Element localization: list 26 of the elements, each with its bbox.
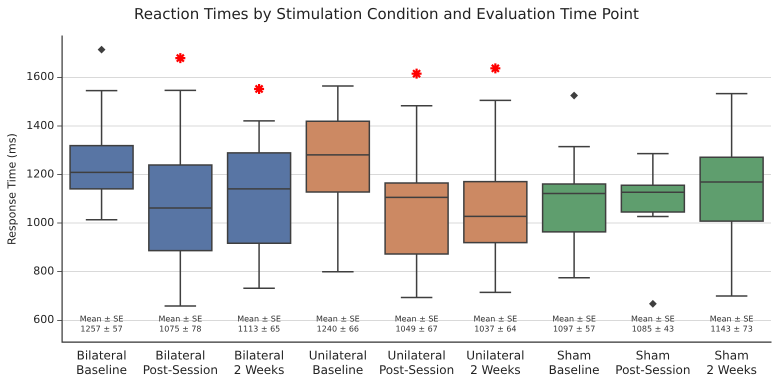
y-tick-label: 1000 <box>26 216 54 229</box>
y-tick-label: 1400 <box>26 118 54 132</box>
x-tick-label: Bilateral Baseline <box>76 348 128 377</box>
y-tick-label: 1200 <box>26 167 54 180</box>
x-tick-label: Sham 2 Weeks <box>706 348 757 377</box>
text: Mean ± SE 1113 ± 65 <box>237 314 281 334</box>
x-tick-label: Sham Post-Session <box>615 348 690 377</box>
text: Mean ± SE 1240 ± 66 <box>316 314 360 334</box>
x-tick-label: Sham Baseline <box>548 348 600 377</box>
x-tick-label: Bilateral 2 Weeks <box>234 348 284 377</box>
y-tick-label: 1600 <box>26 70 54 84</box>
x-tick-label: Bilateral Post-Session <box>142 348 218 377</box>
text: Mean ± SE 1075 ± 78 <box>158 314 202 334</box>
x-tick-label: Unilateral 2 Weeks <box>466 348 524 377</box>
text: Mean ± SE 1049 ± 67 <box>394 314 438 334</box>
text: Mean ± SE 1143 ± 73 <box>710 314 754 334</box>
x-tick-label: Unilateral Baseline <box>308 348 367 377</box>
text: Mean ± SE 1097 ± 57 <box>552 314 596 334</box>
y-tick-label: 800 <box>33 264 54 278</box>
text: Mean ± SE 1037 ± 64 <box>473 314 518 334</box>
y-tick-label: 600 <box>33 313 54 326</box>
text: Mean ± SE 1257 ± 57 <box>80 314 124 334</box>
chart-title: Reaction Times by Stimulation Condition and Evaluation Time Point <box>134 4 640 23</box>
x-tick-label: Unilateral Post-Session <box>378 348 454 377</box>
y-axis-title: Response Time (ms) <box>5 133 18 245</box>
text: Mean ± SE 1085 ± 43 <box>631 314 675 334</box>
